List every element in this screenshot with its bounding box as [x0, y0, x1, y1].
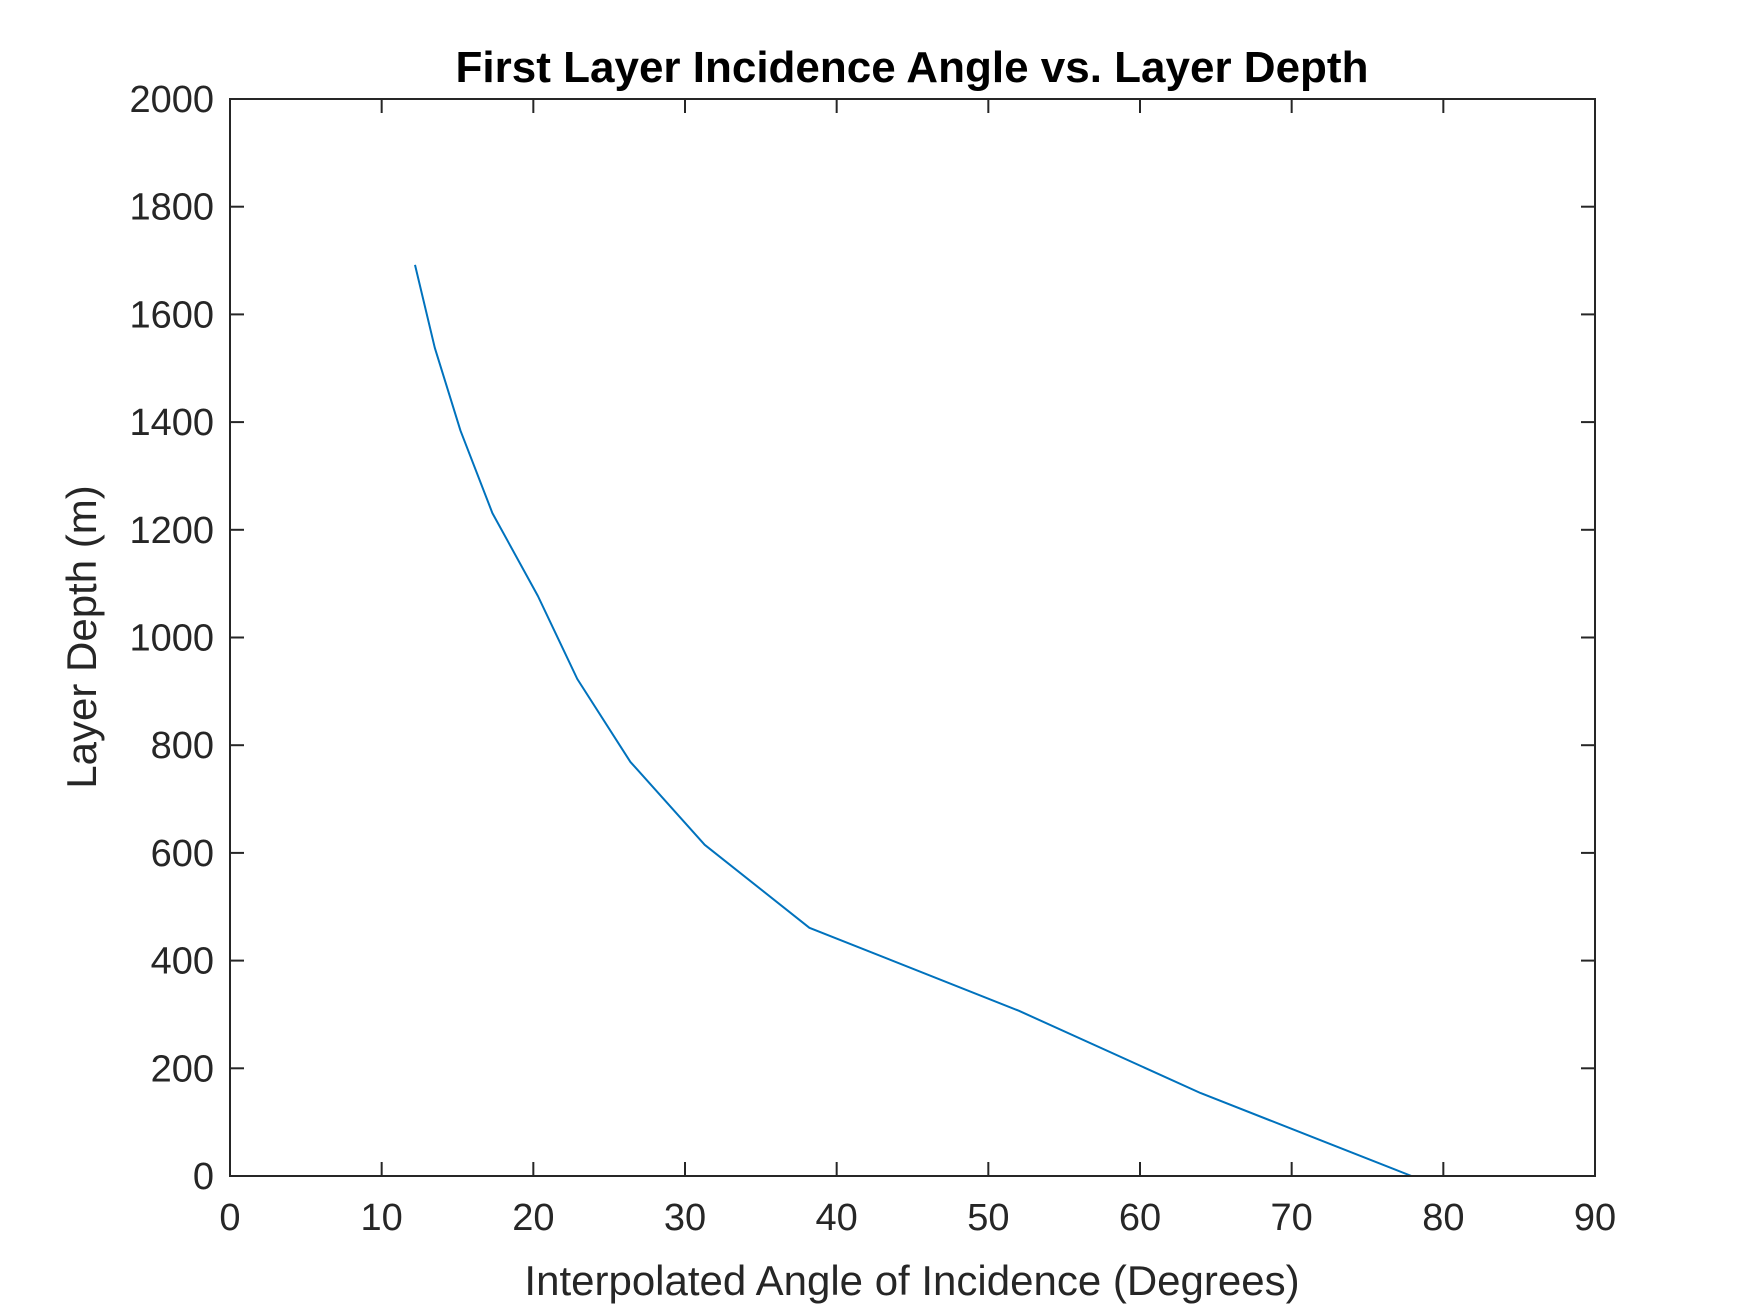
x-tick-label: 60 [1119, 1197, 1161, 1239]
y-tick-label: 1800 [129, 187, 214, 229]
x-tick-label: 10 [361, 1197, 403, 1239]
x-tick-label: 80 [1422, 1197, 1464, 1239]
plot-background [230, 99, 1595, 1176]
y-tick-label: 1200 [129, 510, 214, 552]
chart-title: First Layer Incidence Angle vs. Layer De… [456, 43, 1369, 92]
y-tick-label: 1400 [129, 402, 214, 444]
data-series [414, 264, 1412, 1177]
x-tick-label: 50 [967, 1197, 1009, 1239]
y-axis-label: Layer Depth (m) [58, 485, 105, 788]
series-line [414, 264, 1412, 1177]
y-tick-label: 2000 [129, 79, 214, 121]
x-tick-label: 0 [219, 1197, 240, 1239]
y-tick-label: 1000 [129, 618, 214, 660]
x-axis-label: Interpolated Angle of Incidence (Degrees… [524, 1257, 1299, 1304]
x-tick-label: 20 [512, 1197, 554, 1239]
x-tick-label: 40 [816, 1197, 858, 1239]
axis-tick-labels: 0 10 20 30 40 50 60 70 80 90 0 200 400 600 800 1000 1200… [129, 79, 1616, 1239]
x-tick-label: 30 [664, 1197, 706, 1239]
y-tick-label: 1600 [129, 294, 214, 336]
y-tick-label: 0 [193, 1156, 214, 1198]
y-tick-label: 400 [151, 941, 214, 983]
plot-frame [229, 98, 1596, 1177]
y-tick-label: 600 [151, 833, 214, 875]
y-tick-label: 200 [151, 1048, 214, 1090]
y-tick-label: 800 [151, 725, 214, 767]
x-tick-label: 90 [1574, 1197, 1616, 1239]
axis-ticks [229, 98, 1596, 1177]
x-tick-label: 70 [1271, 1197, 1313, 1239]
